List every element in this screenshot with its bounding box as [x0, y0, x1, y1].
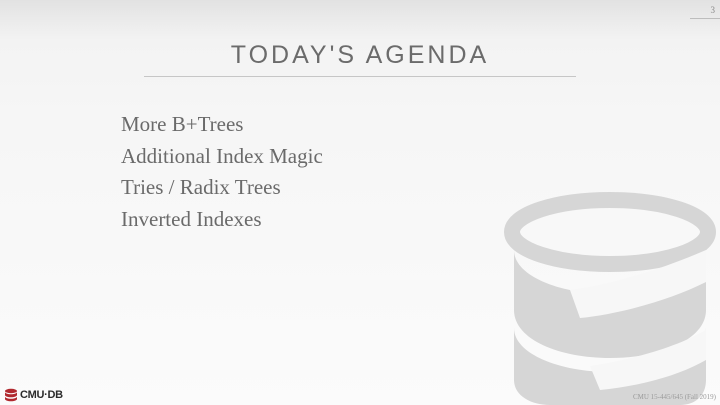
agenda-list: More B+Trees Additional Index Magic Trie…: [121, 109, 323, 235]
logo-text: CMU·DB: [20, 389, 63, 401]
slide-title: TODAY'S AGENDA: [230, 41, 490, 69]
page-number: 3: [710, 5, 716, 15]
title-underline: [144, 76, 576, 77]
database-cylinder-icon: [504, 192, 716, 405]
agenda-item: More B+Trees: [121, 112, 244, 136]
course-footer: CMU 15-445/645 (Fall 2019): [632, 393, 716, 401]
agenda-item: Tries / Radix Trees: [121, 175, 281, 199]
agenda-item: Additional Index Magic: [121, 143, 323, 168]
database-icon: [5, 388, 17, 402]
page-number-rule: [690, 18, 720, 19]
cmu-db-logo: CMU·DB: [4, 387, 63, 403]
agenda-item: Inverted Indexes: [121, 206, 262, 231]
